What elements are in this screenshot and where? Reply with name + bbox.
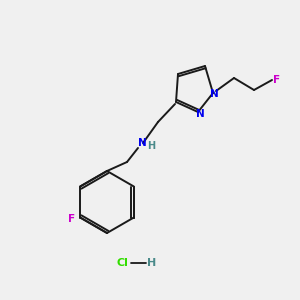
Text: N: N — [196, 109, 204, 119]
Text: F: F — [68, 214, 75, 224]
Text: H: H — [147, 258, 157, 268]
Text: H: H — [147, 141, 155, 151]
Text: N: N — [210, 89, 218, 99]
Text: F: F — [273, 75, 280, 85]
Text: Cl: Cl — [116, 258, 128, 268]
Text: N: N — [138, 138, 146, 148]
